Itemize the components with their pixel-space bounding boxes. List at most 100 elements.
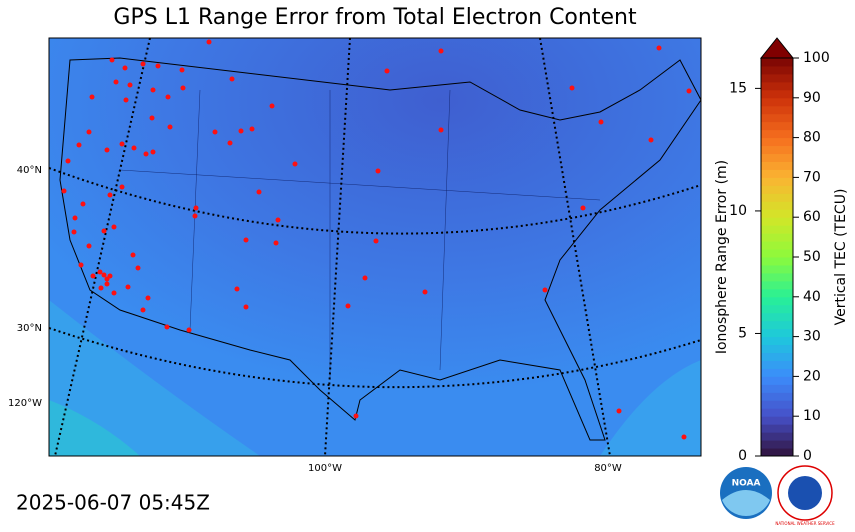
- colorbar-swatch: [761, 360, 793, 369]
- station: [373, 238, 379, 244]
- station: [234, 286, 240, 292]
- station: [256, 189, 262, 195]
- station: [616, 408, 622, 414]
- left-tick-label: 15: [729, 80, 747, 96]
- colorbar-swatch: [761, 264, 793, 274]
- station: [167, 124, 173, 130]
- colorbar-swatch: [761, 352, 793, 361]
- station: [542, 287, 548, 293]
- station: [113, 79, 119, 85]
- left-tick-label: 10: [729, 203, 747, 219]
- colorbar-swatch: [761, 65, 793, 75]
- state-lines: [119, 89, 601, 380]
- station: [80, 201, 86, 207]
- colorbar-swatch: [761, 312, 793, 322]
- station: [345, 303, 351, 309]
- colorbar-extend: [759, 37, 795, 59]
- right-tick-label: 10: [803, 408, 821, 424]
- station: [111, 290, 117, 296]
- colorbar-swatch: [761, 249, 793, 258]
- colorbar-swatch: [761, 304, 793, 314]
- colorbar-swatch: [761, 440, 793, 449]
- colorbar-swatch: [761, 320, 793, 330]
- station: [179, 67, 185, 73]
- colorbar-swatch: [761, 161, 793, 170]
- station: [65, 158, 71, 164]
- colorbar-swatch: [761, 89, 793, 99]
- station: [140, 61, 146, 67]
- colorbar-swatch: [761, 121, 793, 131]
- station: [125, 284, 131, 290]
- colorbar-swatch: [761, 368, 793, 377]
- station: [155, 63, 161, 69]
- colorbar-swatch: [761, 328, 793, 338]
- station: [98, 285, 104, 291]
- colorbar-swatch: [761, 201, 793, 210]
- lon-label: 80°W: [594, 463, 622, 474]
- station: [109, 57, 115, 63]
- right-tick-label: 80: [803, 130, 821, 146]
- right-tick-label: 60: [803, 209, 821, 225]
- station: [243, 304, 249, 310]
- station: [206, 39, 212, 45]
- colorbar-swatch: [761, 336, 793, 346]
- station: [681, 434, 687, 440]
- station: [186, 327, 192, 333]
- station: [212, 129, 218, 135]
- station: [238, 128, 244, 134]
- colorbar-swatch: [761, 392, 793, 401]
- right-tick-label: 70: [803, 169, 821, 185]
- station: [192, 213, 198, 219]
- station: [384, 68, 390, 74]
- colorbar-swatch: [761, 376, 793, 385]
- colorbar-swatch: [761, 58, 793, 67]
- right-tick-label: 40: [803, 289, 821, 305]
- station: [111, 224, 117, 230]
- station: [249, 126, 255, 132]
- tec-field: [49, 400, 140, 456]
- colorbar-swatch: [761, 384, 793, 393]
- colorbar-swatch: [761, 97, 793, 107]
- map: [49, 38, 701, 456]
- colorbar-swatch: [761, 225, 793, 234]
- station: [353, 413, 359, 419]
- station: [130, 252, 136, 258]
- colorbar-swatch: [761, 448, 793, 457]
- colorbar-right-label: Vertical TEC (TECU): [833, 189, 849, 326]
- station: [438, 127, 444, 133]
- right-tick-label: 50: [803, 249, 821, 265]
- station: [362, 275, 368, 281]
- right-tick-label: 90: [803, 90, 821, 106]
- right-tick-label: 30: [803, 329, 821, 345]
- station: [193, 205, 199, 211]
- station: [71, 229, 77, 235]
- station: [292, 161, 298, 167]
- station: [598, 119, 604, 125]
- station: [135, 265, 141, 271]
- station: [104, 281, 110, 287]
- tec-field: [600, 360, 701, 456]
- colorbar-swatch: [761, 193, 793, 202]
- colorbar-swatch: [761, 209, 793, 218]
- colorbar-swatch: [761, 129, 793, 139]
- colorbar-swatch: [761, 169, 793, 178]
- coastline: [59, 57, 701, 441]
- colorbar-swatch: [761, 400, 793, 409]
- colorbar-swatch: [761, 217, 793, 226]
- colorbar-swatch: [761, 424, 793, 433]
- right-tick-label: 0: [803, 448, 812, 464]
- station: [375, 168, 381, 174]
- lon-label: 120°W: [8, 398, 42, 409]
- colorbar-swatch: [761, 73, 793, 83]
- station: [275, 217, 281, 223]
- colorbar-swatch: [761, 241, 793, 250]
- nws-text: NATIONAL WEATHER SERVICE: [775, 521, 835, 526]
- colorbar-swatch: [761, 296, 793, 306]
- colorbar-swatch: [761, 288, 793, 298]
- station: [580, 205, 586, 211]
- colorbar-left-label: Ionosphere Range Error (m): [714, 160, 730, 354]
- colorbar-swatch: [761, 105, 793, 115]
- station: [101, 272, 107, 278]
- station: [101, 228, 107, 234]
